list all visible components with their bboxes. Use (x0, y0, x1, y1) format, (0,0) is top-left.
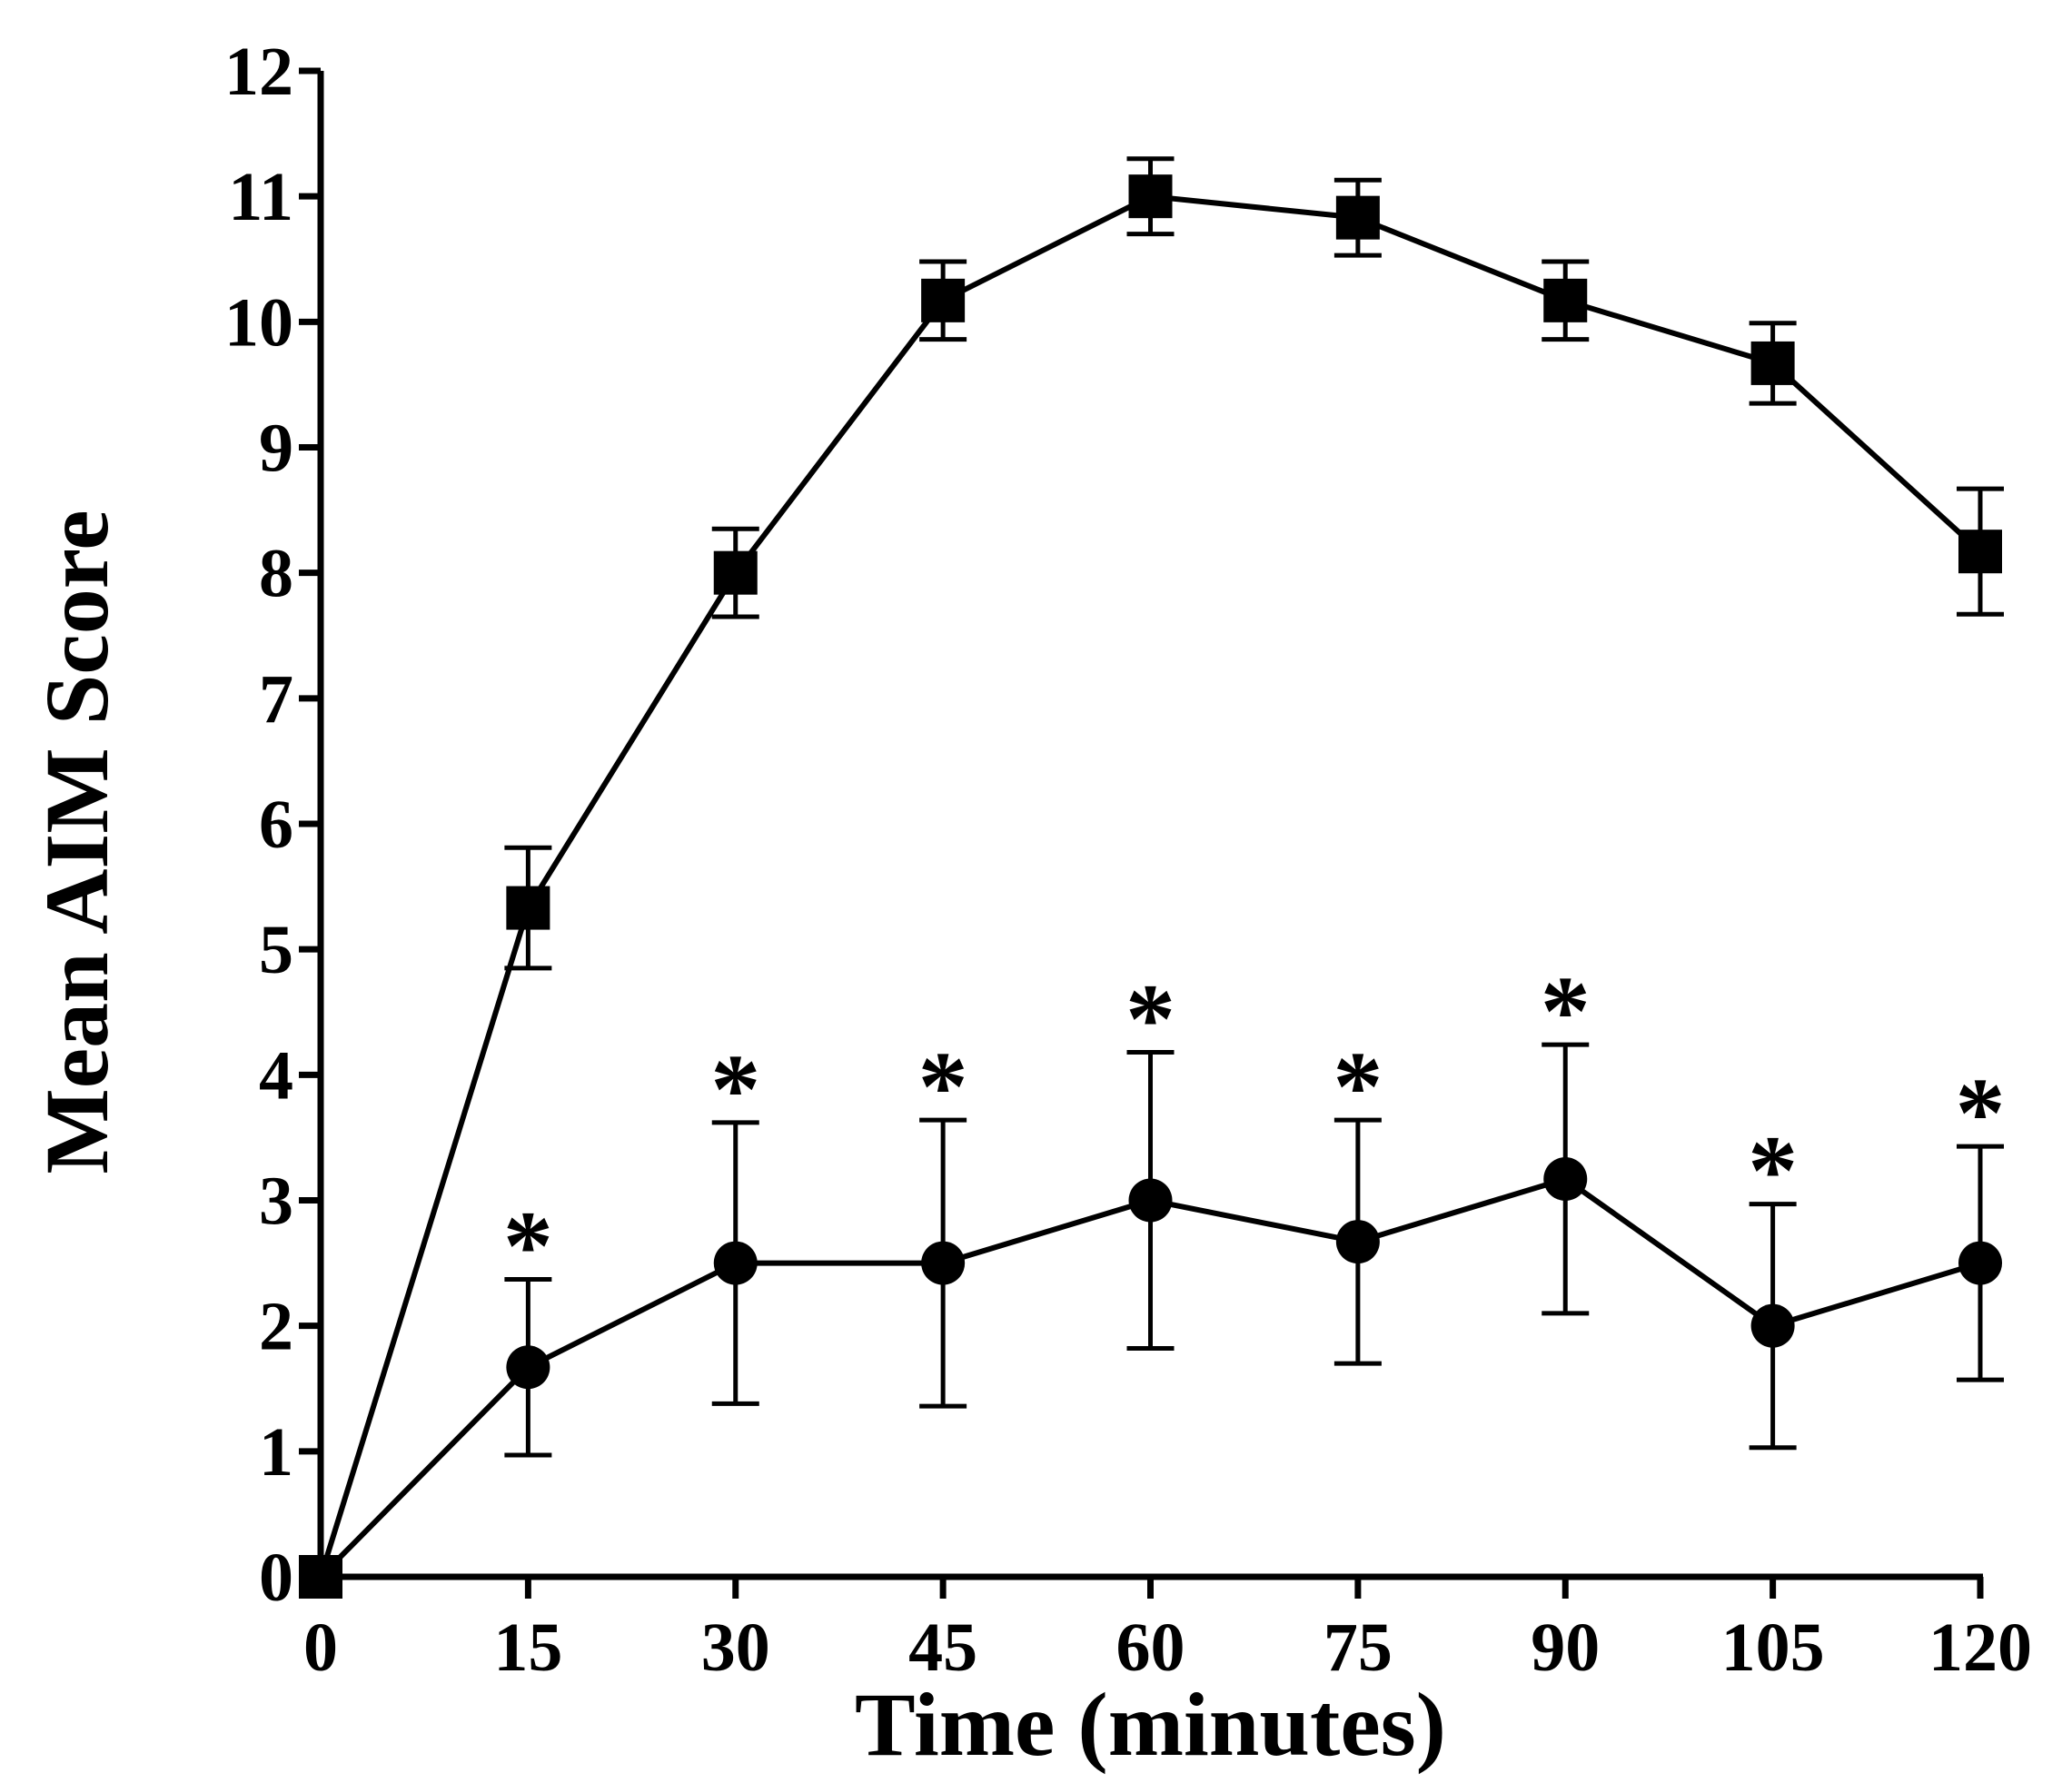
significance-asterisk: * (1541, 956, 1591, 1066)
axes (317, 71, 1983, 1580)
significance-asterisk: * (1333, 1031, 1383, 1142)
y-tick-label: 2 (259, 1289, 293, 1365)
x-tick-label: 0 (303, 1610, 338, 1686)
data-point-circle (1543, 1157, 1588, 1202)
y-tick-label: 4 (259, 1037, 293, 1114)
data-point-square (1543, 278, 1588, 322)
series-group (299, 156, 2004, 1599)
x-tick-label: 105 (1721, 1610, 1825, 1686)
x-tick-label: 30 (701, 1610, 770, 1686)
significance-asterisk: * (1956, 1057, 2006, 1168)
data-point-circle (299, 1555, 342, 1599)
significance-asterisk: * (1748, 1115, 1798, 1226)
data-point-square (1335, 195, 1380, 240)
data-point-square (921, 278, 966, 322)
significance-asterisk: * (710, 1034, 760, 1144)
x-tick-label: 75 (1324, 1610, 1393, 1686)
x-axis-title: Time (minutes) (855, 1674, 1446, 1775)
significance-asterisk: * (1125, 963, 1175, 1074)
data-point-circle (1958, 1241, 2002, 1285)
y-tick-label: 6 (259, 787, 293, 863)
y-tick-label: 7 (259, 661, 293, 738)
series-line (318, 193, 1983, 1578)
series-square (299, 156, 2004, 1599)
y-tick-label: 0 (259, 1540, 293, 1616)
y-tick-label: 1 (259, 1414, 293, 1491)
data-point-square (506, 886, 550, 930)
data-point-square (1958, 530, 2002, 574)
annotations: * * * * * * * * (503, 956, 2006, 1301)
data-point-square (1128, 174, 1173, 219)
data-point-circle (1128, 1178, 1173, 1223)
significance-asterisk: * (503, 1191, 553, 1302)
significance-asterisk: * (918, 1031, 968, 1142)
data-point-circle (1750, 1303, 1795, 1348)
data-point-circle (1335, 1220, 1380, 1264)
y-tick-label: 3 (259, 1164, 293, 1240)
data-point-square (713, 550, 758, 595)
x-tick-label: 60 (1116, 1610, 1185, 1686)
y-tick-label: 8 (259, 536, 293, 612)
y-tick-label: 10 (224, 284, 293, 361)
data-point-circle (921, 1241, 966, 1285)
data-point-circle (506, 1345, 550, 1390)
y-tick-label: 12 (224, 34, 293, 110)
y-tick-label: 5 (259, 912, 293, 988)
x-tick-label: 120 (1928, 1610, 2032, 1686)
data-point-circle (713, 1241, 758, 1285)
data-point-square (1750, 341, 1795, 385)
y-tick-label: 9 (259, 411, 293, 487)
x-tick-label: 45 (908, 1610, 977, 1686)
y-tick-label: 11 (228, 159, 293, 235)
x-tick-label: 90 (1531, 1610, 1600, 1686)
x-tick-label: 15 (493, 1610, 562, 1686)
y-axis-title: Mean AIM Score (26, 510, 127, 1174)
series-circle (299, 1042, 2004, 1599)
